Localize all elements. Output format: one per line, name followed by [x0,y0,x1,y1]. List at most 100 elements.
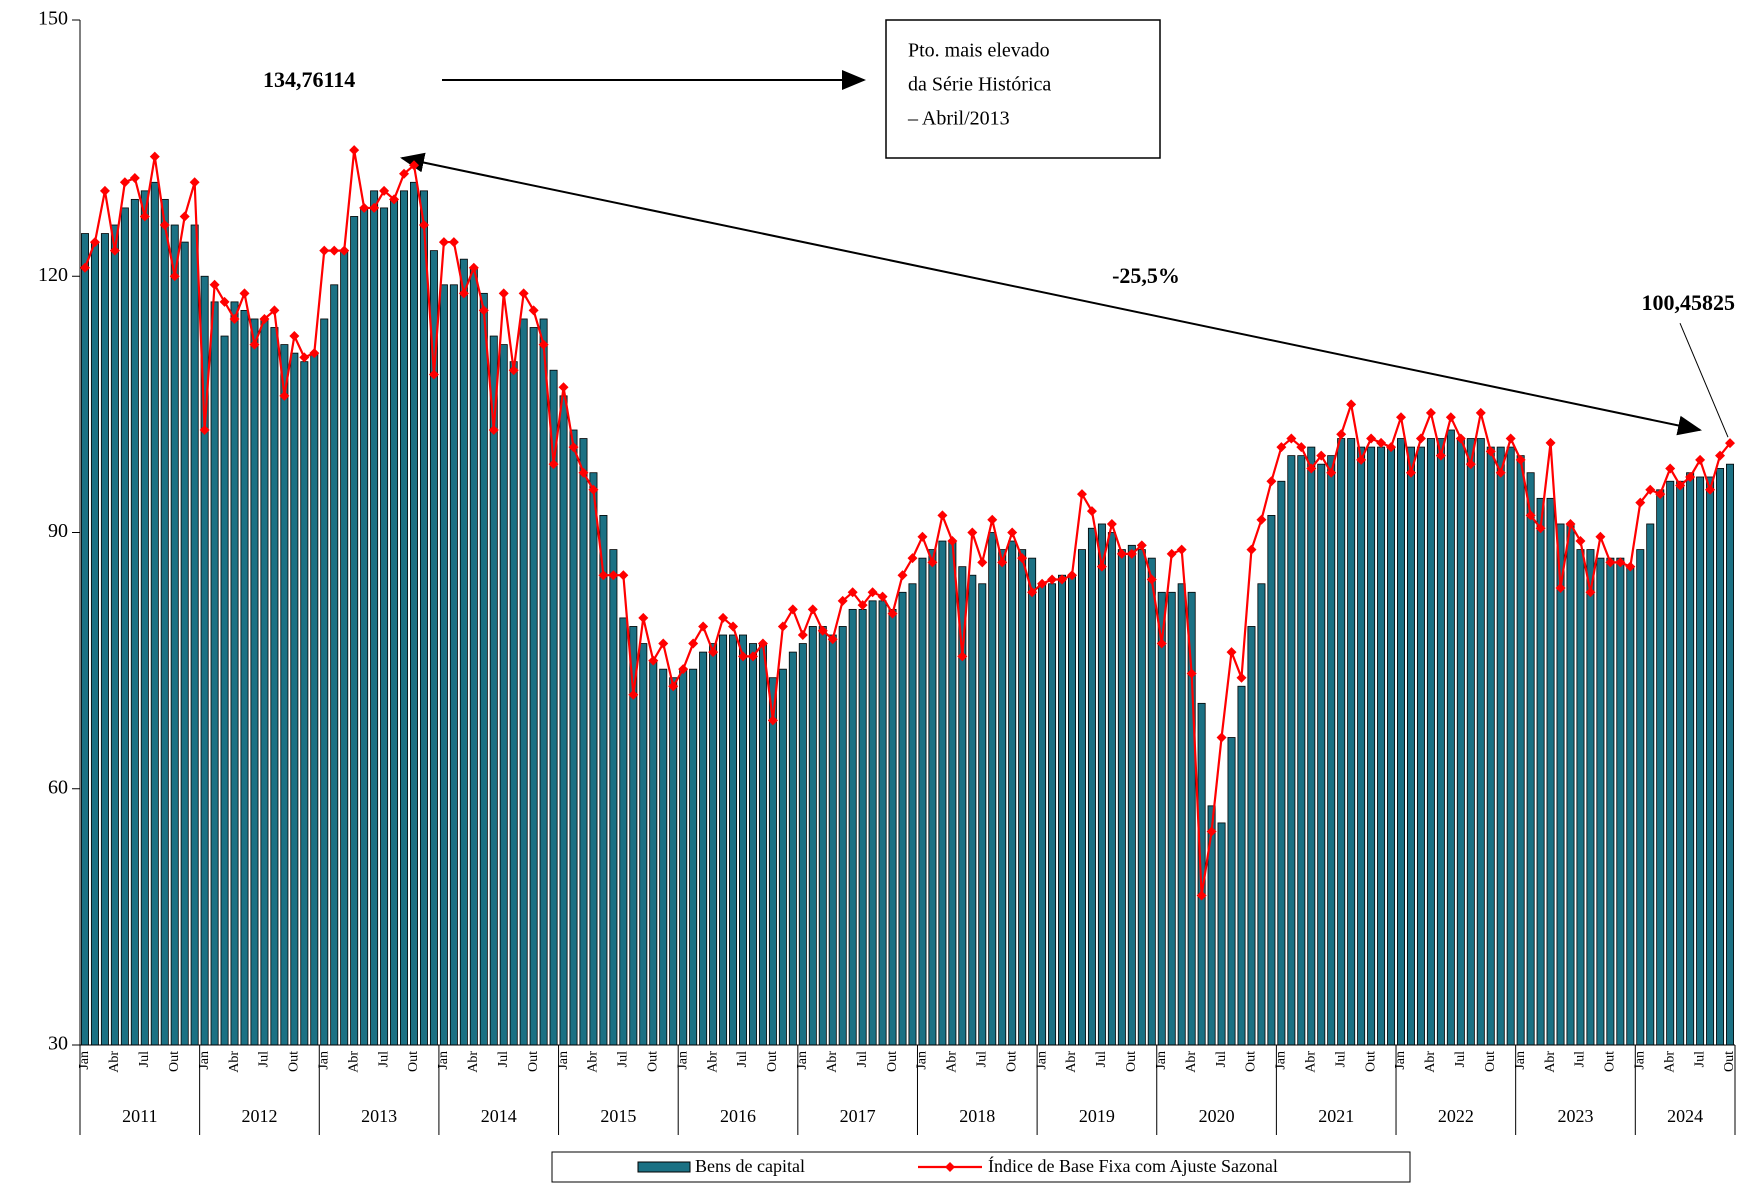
x-tick-label: Abr [1543,1051,1558,1073]
x-tick-label: Jul [1094,1051,1109,1067]
bar [878,600,887,1046]
bar [679,668,688,1046]
bar [828,634,837,1046]
marker [937,510,948,521]
marker [279,390,290,401]
marker [688,638,699,649]
annotation-text: Pto. mais elevado [908,40,1050,62]
x-tick-label: Jul [1214,1051,1229,1067]
marker [149,151,160,162]
bar [1038,583,1047,1046]
year-label: 2022 [1438,1106,1474,1126]
marker [747,651,758,662]
bar [888,608,897,1046]
bar [798,643,807,1046]
bar [260,318,269,1046]
marker [977,557,988,568]
marker [1545,437,1556,448]
marker [757,638,768,649]
marker [169,271,180,282]
marker [678,664,689,675]
marker [498,288,509,299]
bar [150,181,159,1046]
bar [270,327,279,1046]
bar [808,626,817,1046]
marker [109,245,120,256]
marker [229,313,240,324]
marker [628,689,639,700]
marker [1525,510,1536,521]
bar [1476,438,1485,1046]
x-tick-label: Jul [1333,1051,1348,1067]
marker [1415,433,1426,444]
bar [1048,583,1057,1046]
marker [797,630,808,640]
marker [987,514,998,525]
marker [408,160,419,171]
annotation-text: – Abril/2013 [907,108,1010,130]
marker [518,288,529,299]
marker [1435,450,1446,461]
marker [1386,442,1397,453]
bar [1217,822,1226,1046]
marker [1655,489,1666,500]
bar [748,643,757,1046]
bar [1546,497,1555,1046]
bar [619,617,628,1046]
marker [1007,527,1018,538]
marker [1725,438,1736,449]
bar [1127,544,1136,1046]
bar [220,335,229,1046]
marker [1515,454,1526,465]
bar [778,668,787,1046]
bar [459,258,468,1046]
bar [1666,480,1675,1046]
x-tick-label: Jul [1573,1051,1588,1067]
marker [1096,561,1107,572]
marker [219,296,230,307]
legend-label: Bens de capital [695,1156,805,1176]
x-tick-label: Jul [376,1051,391,1067]
marker [428,369,439,380]
bar [120,207,129,1046]
x-tick-label: Abr [1184,1051,1199,1073]
bar [170,224,179,1046]
marker [827,634,838,645]
marker [1346,399,1357,410]
marker [119,177,130,188]
x-tick-label: Jul [1453,1051,1468,1067]
marker [1336,429,1347,440]
bar [519,318,528,1046]
bar [559,395,568,1046]
marker [698,621,709,632]
y-tick-label: 60 [48,776,68,798]
bar [739,634,747,1046]
marker [269,305,280,316]
legend-swatch [637,1161,691,1173]
marker [1445,412,1456,423]
x-tick-label: Jul [735,1051,750,1067]
x-tick-label: Out [1483,1051,1498,1072]
marker [1246,544,1257,555]
marker [1047,574,1058,585]
x-tick-label: Jan [1154,1051,1169,1070]
bar [100,233,109,1046]
marker [399,168,410,179]
bar [400,190,409,1046]
marker [1665,463,1676,474]
marker [99,185,110,196]
bar [1008,540,1017,1046]
marker [478,305,489,316]
bar [868,600,877,1046]
x-tick-label: Jul [496,1051,511,1067]
bar [1556,523,1565,1046]
marker [1535,523,1546,534]
marker [249,339,260,350]
marker [199,425,210,435]
marker [1595,531,1606,542]
marker [857,600,868,611]
bar [390,198,399,1046]
marker [608,570,619,581]
bar [539,318,548,1046]
